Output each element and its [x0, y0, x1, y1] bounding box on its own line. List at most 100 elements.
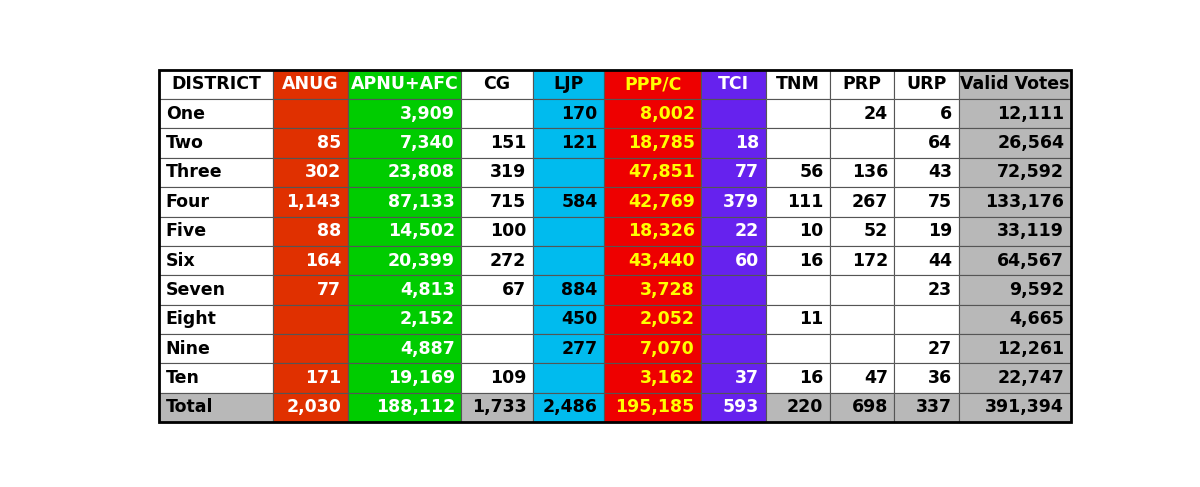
- Bar: [766, 363, 830, 393]
- Bar: [274, 363, 348, 393]
- Bar: [959, 334, 1070, 363]
- Bar: [959, 363, 1070, 393]
- Bar: [830, 275, 894, 305]
- Bar: [959, 334, 1070, 363]
- Bar: [766, 393, 830, 422]
- Text: 11: 11: [799, 310, 823, 328]
- Text: 170: 170: [562, 105, 598, 123]
- Bar: [533, 275, 604, 305]
- Bar: [701, 70, 766, 99]
- Bar: [701, 70, 766, 99]
- Text: 23,808: 23,808: [388, 164, 455, 182]
- Bar: [160, 70, 274, 99]
- Bar: [160, 129, 274, 158]
- Bar: [959, 158, 1070, 187]
- Bar: [348, 334, 462, 363]
- Bar: [959, 305, 1070, 334]
- Bar: [766, 70, 830, 99]
- Bar: [894, 187, 959, 217]
- Bar: [701, 305, 766, 334]
- Text: 3,162: 3,162: [640, 369, 695, 387]
- Bar: [348, 275, 462, 305]
- Text: 188,112: 188,112: [376, 398, 455, 416]
- Text: 4,887: 4,887: [400, 340, 455, 358]
- Bar: [894, 275, 959, 305]
- Text: 220: 220: [787, 398, 823, 416]
- Bar: [533, 334, 604, 363]
- Text: 19: 19: [928, 222, 953, 240]
- Bar: [894, 187, 959, 217]
- Bar: [160, 363, 274, 393]
- Bar: [959, 217, 1070, 246]
- Bar: [830, 99, 894, 129]
- Bar: [462, 70, 533, 99]
- Bar: [959, 246, 1070, 275]
- Text: 698: 698: [852, 398, 888, 416]
- Bar: [274, 187, 348, 217]
- Bar: [160, 363, 274, 393]
- Bar: [462, 129, 533, 158]
- Bar: [604, 363, 701, 393]
- Bar: [604, 334, 701, 363]
- Bar: [274, 217, 348, 246]
- Text: 379: 379: [722, 193, 760, 211]
- Bar: [830, 246, 894, 275]
- Text: 267: 267: [852, 193, 888, 211]
- Text: Six: Six: [166, 252, 196, 270]
- Bar: [348, 246, 462, 275]
- Bar: [348, 158, 462, 187]
- Bar: [274, 305, 348, 334]
- Bar: [348, 363, 462, 393]
- Bar: [830, 393, 894, 422]
- Bar: [533, 99, 604, 129]
- Bar: [830, 70, 894, 99]
- Bar: [604, 363, 701, 393]
- Text: 3,909: 3,909: [400, 105, 455, 123]
- Bar: [160, 217, 274, 246]
- Bar: [701, 129, 766, 158]
- Bar: [462, 305, 533, 334]
- Bar: [348, 217, 462, 246]
- Bar: [462, 217, 533, 246]
- Bar: [701, 393, 766, 422]
- Bar: [274, 334, 348, 363]
- Text: 64,567: 64,567: [997, 252, 1064, 270]
- Text: DISTRICT: DISTRICT: [172, 75, 262, 94]
- Text: 172: 172: [852, 252, 888, 270]
- Bar: [766, 246, 830, 275]
- Text: 24: 24: [864, 105, 888, 123]
- Text: Ten: Ten: [166, 369, 199, 387]
- Bar: [604, 187, 701, 217]
- Text: Two: Two: [166, 134, 204, 152]
- Bar: [959, 275, 1070, 305]
- Bar: [160, 246, 274, 275]
- Bar: [894, 334, 959, 363]
- Text: 10: 10: [799, 222, 823, 240]
- Bar: [830, 217, 894, 246]
- Text: 23: 23: [928, 281, 953, 299]
- Text: 42,769: 42,769: [628, 193, 695, 211]
- Bar: [701, 187, 766, 217]
- Bar: [533, 393, 604, 422]
- Bar: [533, 334, 604, 363]
- Bar: [274, 363, 348, 393]
- Bar: [274, 99, 348, 129]
- Bar: [701, 275, 766, 305]
- Bar: [348, 70, 462, 99]
- Bar: [830, 217, 894, 246]
- Bar: [604, 158, 701, 187]
- Bar: [894, 363, 959, 393]
- Bar: [701, 187, 766, 217]
- Text: 87,133: 87,133: [388, 193, 455, 211]
- Bar: [160, 187, 274, 217]
- Bar: [533, 70, 604, 99]
- Bar: [959, 129, 1070, 158]
- Bar: [894, 158, 959, 187]
- Bar: [604, 70, 701, 99]
- Text: 164: 164: [305, 252, 341, 270]
- Bar: [701, 217, 766, 246]
- Bar: [830, 363, 894, 393]
- Bar: [766, 187, 830, 217]
- Bar: [830, 99, 894, 129]
- Bar: [274, 246, 348, 275]
